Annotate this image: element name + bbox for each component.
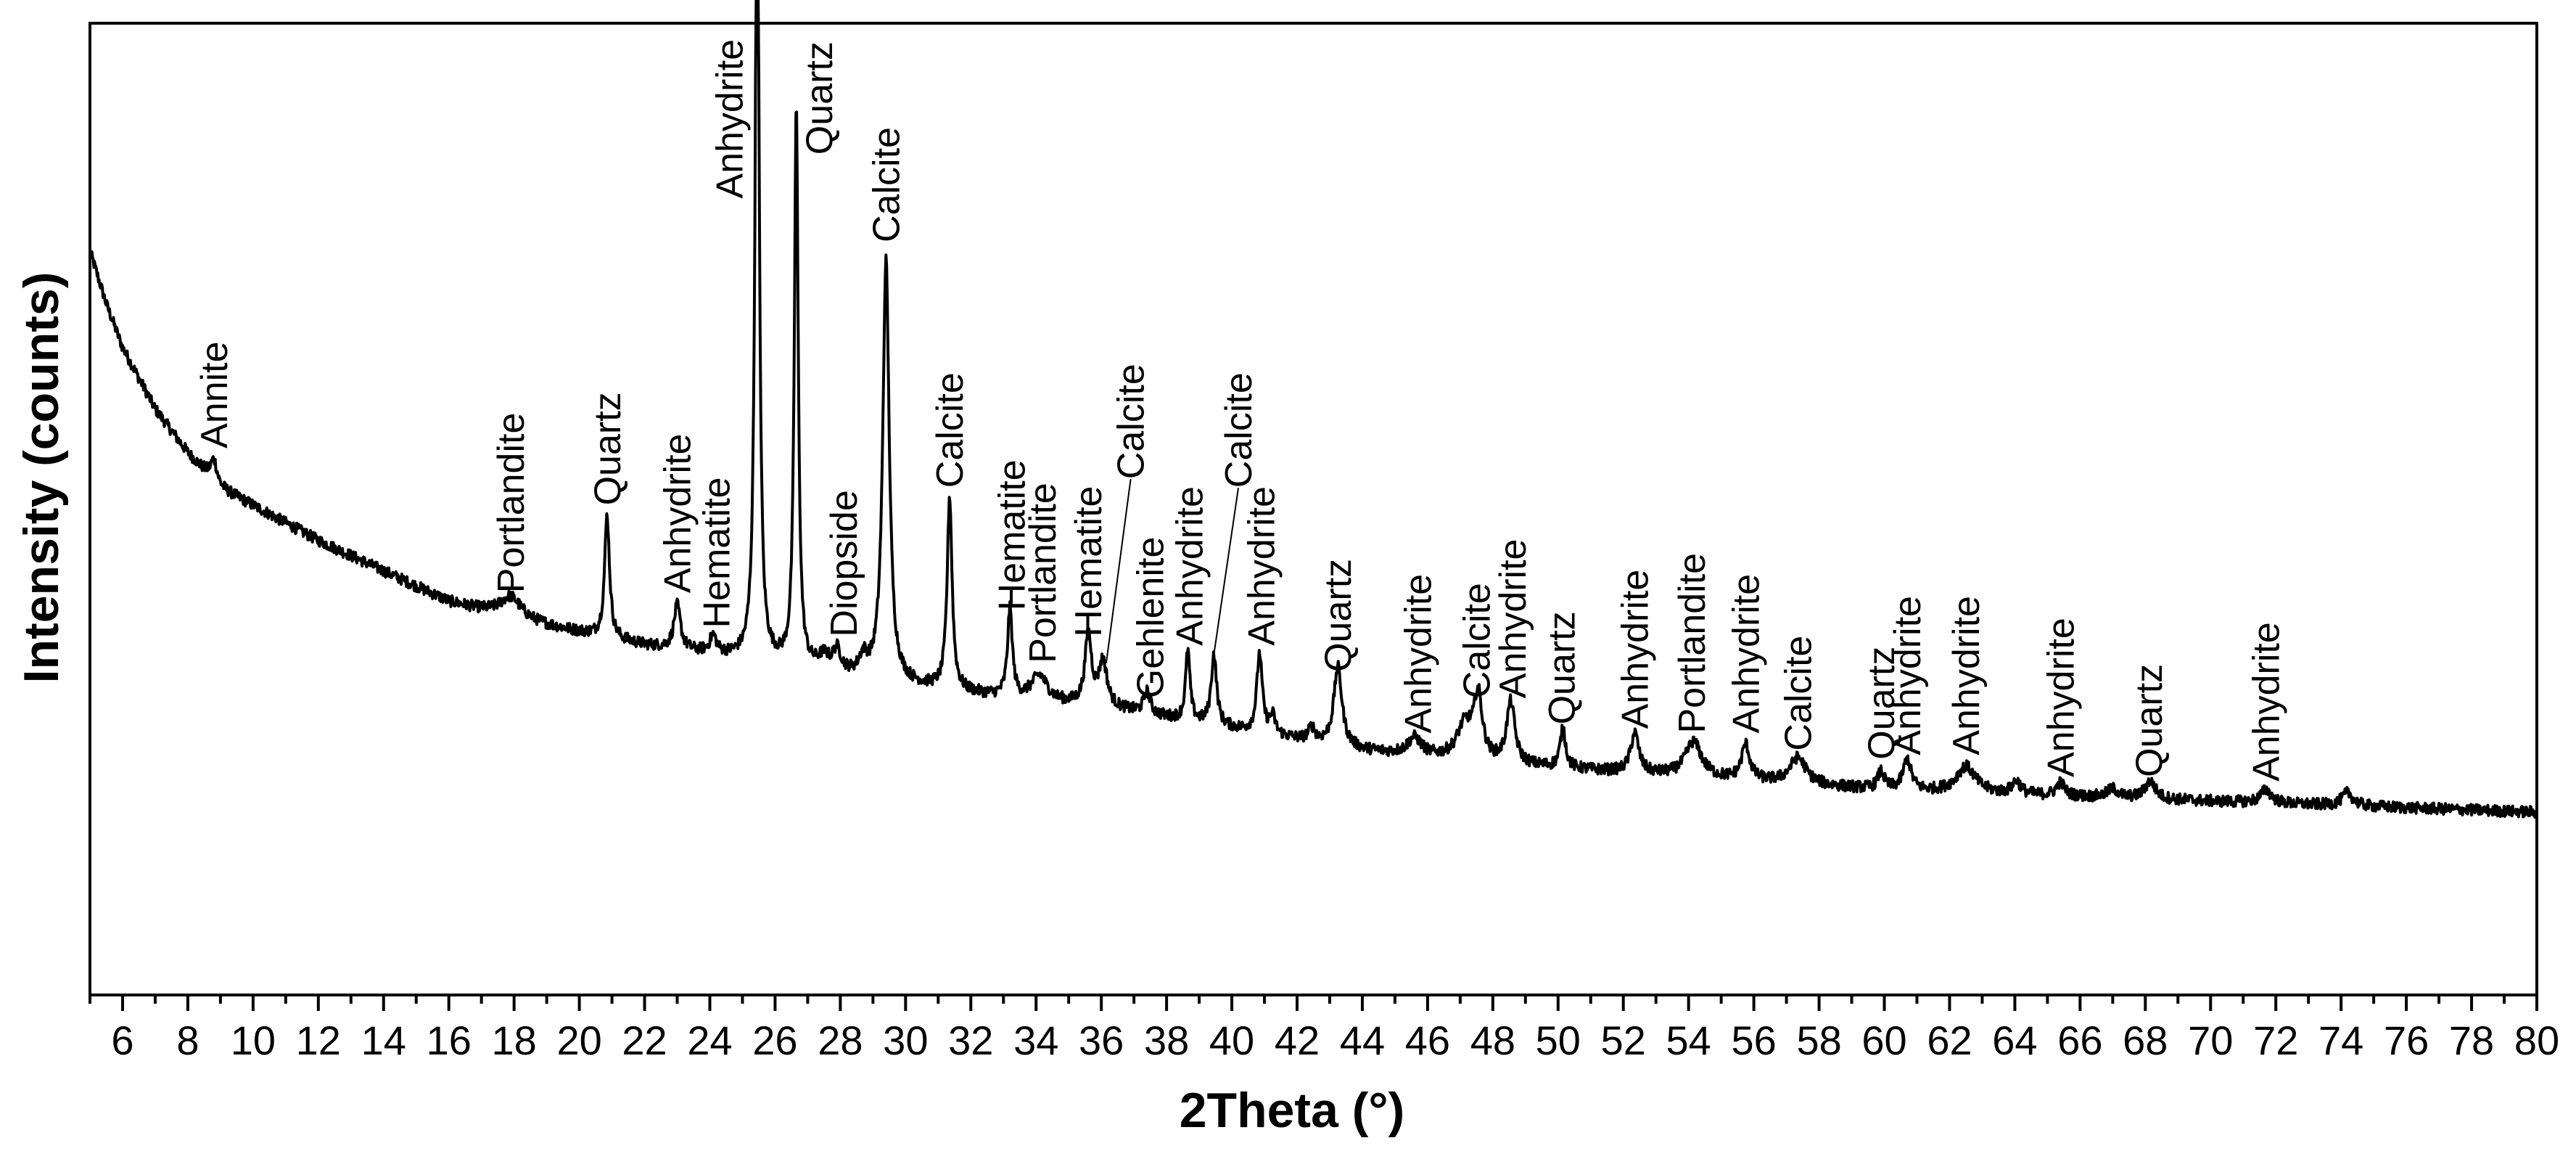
peak-label: Quartz (1317, 559, 1359, 672)
y-axis-title: Intensity (counts) (14, 272, 69, 684)
x-tick-label: 8 (176, 1017, 199, 1063)
plot-frame (89, 22, 2538, 996)
peak-label: Anhydrite (709, 39, 752, 199)
x-tick-label: 18 (492, 1017, 537, 1063)
x-tick-label: 14 (361, 1017, 406, 1063)
peak-label: Hematite (696, 477, 738, 628)
x-tick-label: 60 (1861, 1017, 1906, 1063)
peak-label: Anhydrite (1615, 570, 1657, 729)
peak-label: Anhydrite (2246, 622, 2288, 782)
x-axis-ticks (89, 995, 2538, 1011)
x-tick-label: 10 (231, 1017, 276, 1063)
peak-label: Quartz (2128, 664, 2170, 777)
x-tick-label: 76 (2384, 1017, 2429, 1063)
x-tick-label: 68 (2123, 1017, 2168, 1063)
x-tick-label: 28 (818, 1017, 863, 1063)
peak-label: Calcite (1111, 364, 1153, 479)
peak-label: Quartz (799, 41, 841, 155)
x-tick-label: 58 (1796, 1017, 1841, 1063)
peak-label: Hematite (1068, 486, 1110, 637)
x-tick-label: 6 (111, 1017, 133, 1063)
x-tick-label: 34 (1013, 1017, 1058, 1063)
x-tick-label: 30 (883, 1017, 928, 1063)
x-tick-label: 50 (1536, 1017, 1581, 1063)
x-axis-tick-labels: 6 8 10 12 14 16 18 20 22 24 26 28 30 32 34 36 38 40 42 44 46… (111, 1017, 2559, 1063)
peak-label: Quartz (1861, 647, 1903, 760)
diffraction-pattern-line (89, 0, 2538, 819)
peak-label: Quartz (587, 392, 629, 505)
x-tick-label: 66 (2057, 1017, 2102, 1063)
x-axis-title: 2Theta (°) (1180, 1083, 1405, 1138)
peak-label: Hematite (992, 459, 1034, 610)
peak-label: Anhydrite (1725, 574, 1767, 734)
x-tick-label: 16 (427, 1017, 472, 1063)
peak-label: Portlandite (490, 413, 532, 594)
peak-label: Anhydrite (1946, 596, 1988, 755)
x-tick-label: 48 (1470, 1017, 1515, 1063)
x-tick-label: 52 (1601, 1017, 1646, 1063)
peak-label: Anhydrite (1887, 596, 1929, 755)
x-tick-label: 32 (948, 1017, 993, 1063)
x-tick-label: 38 (1144, 1017, 1189, 1063)
leader-line (1105, 479, 1132, 663)
x-tick-label: 40 (1209, 1017, 1254, 1063)
peak-label: Portlandite (1671, 553, 1713, 734)
peak-label: Anhydrite (1492, 539, 1534, 699)
peak-label: Calcite (929, 372, 971, 488)
peak-label: Anhydrite (1169, 486, 1211, 646)
x-tick-label: 78 (2449, 1017, 2494, 1063)
peak-label: Anhydrite (2040, 618, 2082, 777)
x-tick-label: 26 (752, 1017, 797, 1063)
x-tick-label: 70 (2188, 1017, 2233, 1063)
peak-label: Calcite (1456, 583, 1498, 698)
x-tick-label: 46 (1405, 1017, 1450, 1063)
peak-label: Anhydrite (1397, 574, 1439, 734)
leader-line (1213, 488, 1240, 655)
x-tick-label: 80 (2514, 1017, 2559, 1063)
peak-label: Anhydrite (1241, 486, 1283, 646)
peak-label: Calcite (1777, 636, 1819, 751)
x-tick-label: 56 (1731, 1017, 1776, 1063)
x-tick-label: 12 (296, 1017, 341, 1063)
peak-label: Portlandite (1022, 483, 1064, 663)
peak-label: Calcite (865, 127, 908, 242)
peak-label: Quartz (1541, 611, 1583, 724)
x-tick-label: 20 (556, 1017, 601, 1063)
x-tick-label: 74 (2318, 1017, 2363, 1063)
x-tick-label: 36 (1079, 1017, 1124, 1063)
x-tick-label: 72 (2253, 1017, 2298, 1063)
x-tick-label: 22 (622, 1017, 667, 1063)
x-tick-label: 64 (1992, 1017, 2037, 1063)
peak-label: Gehlenite (1130, 537, 1172, 699)
annotation-leader-lines (1105, 479, 1240, 663)
x-tick-label: 54 (1666, 1017, 1711, 1063)
x-tick-label: 42 (1275, 1017, 1320, 1063)
peak-label: Calcite (1218, 372, 1260, 488)
x-tick-label: 24 (687, 1017, 732, 1063)
x-tick-label: 44 (1340, 1017, 1385, 1063)
x-tick-label: 62 (1927, 1017, 1972, 1063)
peak-label: Diopside (823, 490, 865, 636)
peak-label: Annite (194, 341, 236, 448)
peak-label: Anhydrite (657, 434, 699, 594)
